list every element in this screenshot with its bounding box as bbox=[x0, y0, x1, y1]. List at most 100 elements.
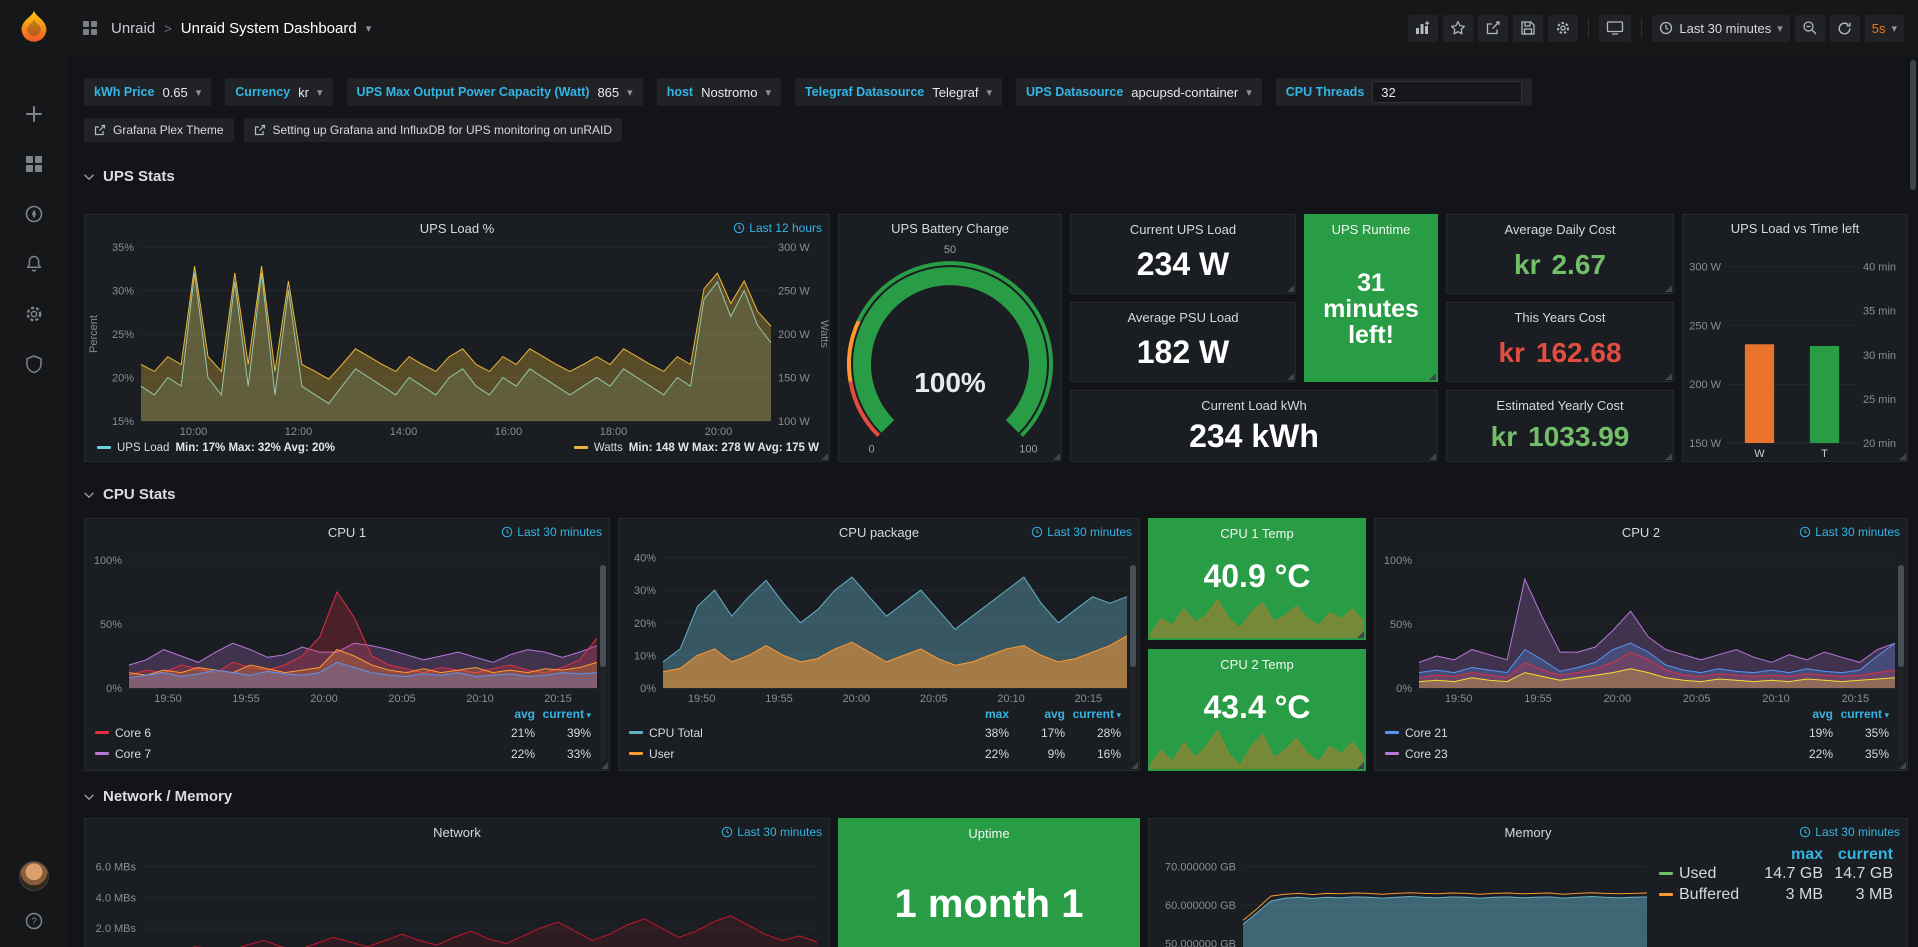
legend-col-current[interactable]: current bbox=[1833, 707, 1889, 721]
ups-load-chart[interactable]: 35% 30% 25% 20% 15% 300 W 250 W 200 W 150 W 100 W… bbox=[85, 241, 829, 439]
apps-grid-icon[interactable] bbox=[78, 16, 102, 40]
panel-title[interactable]: CPU 2 Temp bbox=[1220, 657, 1294, 672]
create-add-icon[interactable] bbox=[22, 102, 46, 126]
cpu2-temp-sparkline bbox=[1150, 728, 1364, 770]
add-panel-button[interactable] bbox=[1408, 14, 1439, 42]
legend-scrollbar[interactable] bbox=[1898, 565, 1904, 762]
dashboards-icon[interactable] bbox=[22, 152, 46, 176]
section-ups-stats[interactable]: UPS Stats bbox=[82, 168, 175, 185]
alerting-bell-icon[interactable] bbox=[22, 252, 46, 276]
zoom-out-button[interactable] bbox=[1794, 14, 1825, 42]
series-name[interactable]: Core 7 bbox=[115, 746, 152, 761]
legend-col-avg[interactable]: avg bbox=[514, 707, 535, 721]
variable-host[interactable]: host Nostromo ▾ bbox=[656, 78, 781, 106]
series-name[interactable]: Buffered bbox=[1679, 885, 1740, 903]
time-range-picker[interactable]: Last 30 minutes ▾ bbox=[1652, 14, 1790, 42]
legend-col-avg[interactable]: avg bbox=[1044, 707, 1065, 721]
panel-title[interactable]: Memory bbox=[1504, 825, 1552, 840]
legend-col-avg[interactable]: avg bbox=[1812, 707, 1833, 721]
dashboard-dropdown-caret[interactable]: ▾ bbox=[365, 22, 372, 35]
server-admin-shield-icon[interactable] bbox=[22, 352, 46, 376]
panel-title[interactable]: Average Daily Cost bbox=[1504, 222, 1616, 237]
panel-time-range[interactable]: Last 30 minutes bbox=[1793, 825, 1900, 839]
panel-time-range[interactable]: Last 30 minutes bbox=[495, 525, 602, 539]
configuration-gear-icon[interactable] bbox=[22, 302, 46, 326]
legend-col-current[interactable]: current bbox=[535, 707, 591, 721]
series-name[interactable]: CPU Total bbox=[649, 725, 703, 740]
panel-title[interactable]: Current Load kWh bbox=[1201, 398, 1307, 413]
panel-title[interactable]: CPU 1 Temp bbox=[1220, 526, 1294, 541]
panel-title[interactable]: CPU package bbox=[838, 525, 920, 540]
variable-ups-max-output[interactable]: UPS Max Output Power Capacity (Watt) 865… bbox=[346, 78, 643, 106]
panel-uptime: Uptime 1 month 1 bbox=[838, 818, 1140, 947]
panel-title[interactable]: CPU 2 bbox=[1621, 525, 1661, 540]
legend-value: 33% bbox=[566, 746, 591, 761]
legend-value: 14.7 GB bbox=[1764, 864, 1823, 882]
legend-col-current[interactable]: current bbox=[1065, 707, 1121, 721]
variable-ups-datasource[interactable]: UPS Datasource apcupsd-container ▾ bbox=[1016, 78, 1262, 106]
variable-currency[interactable]: Currency kr ▾ bbox=[225, 78, 333, 106]
legend-col-max[interactable]: max bbox=[984, 707, 1009, 721]
panel-title[interactable]: Estimated Yearly Cost bbox=[1496, 398, 1624, 413]
link-grafana-influxdb-ups-guide[interactable]: Setting up Grafana and InfluxDB for UPS … bbox=[243, 118, 623, 142]
panel-body: 6.0 MBs 4.0 MBs 2.0 MBs bbox=[85, 845, 829, 947]
cpu-threads-input[interactable]: 32 bbox=[1372, 81, 1523, 103]
panel-title[interactable]: UPS Load vs Time left bbox=[1730, 221, 1860, 236]
cpu-package-chart[interactable]: 40% 30% 20% 10% 0% 19:50 19:55 20:00 20:05 20:10 2… bbox=[619, 545, 1139, 706]
svg-text:40 min: 40 min bbox=[1863, 262, 1896, 274]
variable-telegraf-datasource[interactable]: Telegraf Datasource Telegraf ▾ bbox=[794, 78, 1003, 106]
panel-title[interactable]: Uptime bbox=[968, 826, 1010, 841]
section-network-memory[interactable]: Network / Memory bbox=[82, 788, 232, 805]
variable-kwh-price[interactable]: kWh Price 0.65 ▾ bbox=[84, 78, 212, 106]
legend-col-current[interactable]: current bbox=[1837, 846, 1893, 863]
series-name[interactable]: User bbox=[649, 746, 675, 761]
series-name[interactable]: Core 6 bbox=[115, 725, 152, 740]
svg-text:19:55: 19:55 bbox=[1524, 693, 1552, 705]
user-avatar[interactable] bbox=[19, 861, 49, 891]
legend-col-max[interactable]: max bbox=[1790, 846, 1823, 863]
link-grafana-plex-theme[interactable]: Grafana Plex Theme bbox=[84, 118, 234, 142]
help-icon[interactable]: ? bbox=[22, 909, 46, 933]
series-name[interactable]: Core 23 bbox=[1405, 746, 1448, 761]
panel-title[interactable]: Current UPS Load bbox=[1129, 222, 1237, 237]
panel-title[interactable]: UPS Load % bbox=[419, 221, 495, 236]
grafana-logo[interactable] bbox=[14, 8, 54, 48]
panel-time-range[interactable]: Last 12 hours bbox=[727, 221, 822, 235]
cycle-view-mode-button[interactable] bbox=[1599, 14, 1632, 42]
legend-scrollbar[interactable] bbox=[600, 565, 606, 762]
save-dashboard-button[interactable] bbox=[1513, 14, 1544, 42]
panel-time-range[interactable]: Last 30 minutes bbox=[1793, 525, 1900, 539]
memory-chart[interactable]: 70.000000 GB 60.000000 GB 50.000000 GB bbox=[1149, 845, 1659, 947]
panel-time-range[interactable]: Last 30 minutes bbox=[1025, 525, 1132, 539]
series-name[interactable]: Used bbox=[1679, 864, 1717, 882]
star-dashboard-button[interactable] bbox=[1443, 14, 1474, 42]
section-cpu-stats[interactable]: CPU Stats bbox=[82, 486, 176, 503]
cpu1-chart[interactable]: 100% 50% 0% 19:50 19:55 20:00 20:05 20:10 20:15 bbox=[85, 545, 609, 706]
svg-text:200 W: 200 W bbox=[1689, 379, 1721, 391]
panel-title[interactable]: This Years Cost bbox=[1514, 310, 1606, 325]
dashboard-settings-button[interactable] bbox=[1548, 14, 1579, 42]
network-chart[interactable]: 6.0 MBs 4.0 MBs 2.0 MBs bbox=[85, 845, 829, 947]
sidebar-menu bbox=[22, 102, 46, 376]
breadcrumb-folder[interactable]: Unraid bbox=[111, 19, 156, 37]
panel-title[interactable]: UPS Runtime bbox=[1331, 222, 1411, 237]
breadcrumb-dashboard-title[interactable]: Unraid System Dashboard bbox=[180, 19, 357, 37]
panel-title[interactable]: CPU 1 bbox=[327, 525, 367, 540]
explore-compass-icon[interactable] bbox=[22, 202, 46, 226]
series-name[interactable]: Core 21 bbox=[1405, 725, 1448, 740]
series-name[interactable]: UPS Load bbox=[117, 441, 170, 454]
share-dashboard-button[interactable] bbox=[1478, 14, 1509, 42]
svg-text:20:00: 20:00 bbox=[310, 693, 338, 705]
legend-scrollbar[interactable] bbox=[1130, 565, 1136, 762]
stat-value: kr 1033.99 bbox=[1447, 413, 1673, 461]
panel-time-range[interactable]: Last 30 minutes bbox=[715, 825, 822, 839]
panel-title[interactable]: Network bbox=[433, 825, 481, 840]
panel-title[interactable]: UPS Battery Charge bbox=[891, 221, 1009, 236]
page-scrollbar[interactable] bbox=[1910, 60, 1916, 190]
ups-load-time-bar-chart[interactable]: 300 W 250 W 200 W 150 W 40 min 35 min 30 min 25… bbox=[1683, 241, 1907, 461]
cpu2-chart[interactable]: 100% 50% 0% 19:50 19:55 20:00 20:05 20:10 20:15 bbox=[1375, 545, 1907, 706]
series-name[interactable]: Watts bbox=[593, 441, 623, 454]
refresh-interval-picker[interactable]: 5s ▾ bbox=[1864, 14, 1904, 42]
refresh-button[interactable] bbox=[1829, 14, 1860, 42]
panel-title[interactable]: Average PSU Load bbox=[1127, 310, 1239, 325]
